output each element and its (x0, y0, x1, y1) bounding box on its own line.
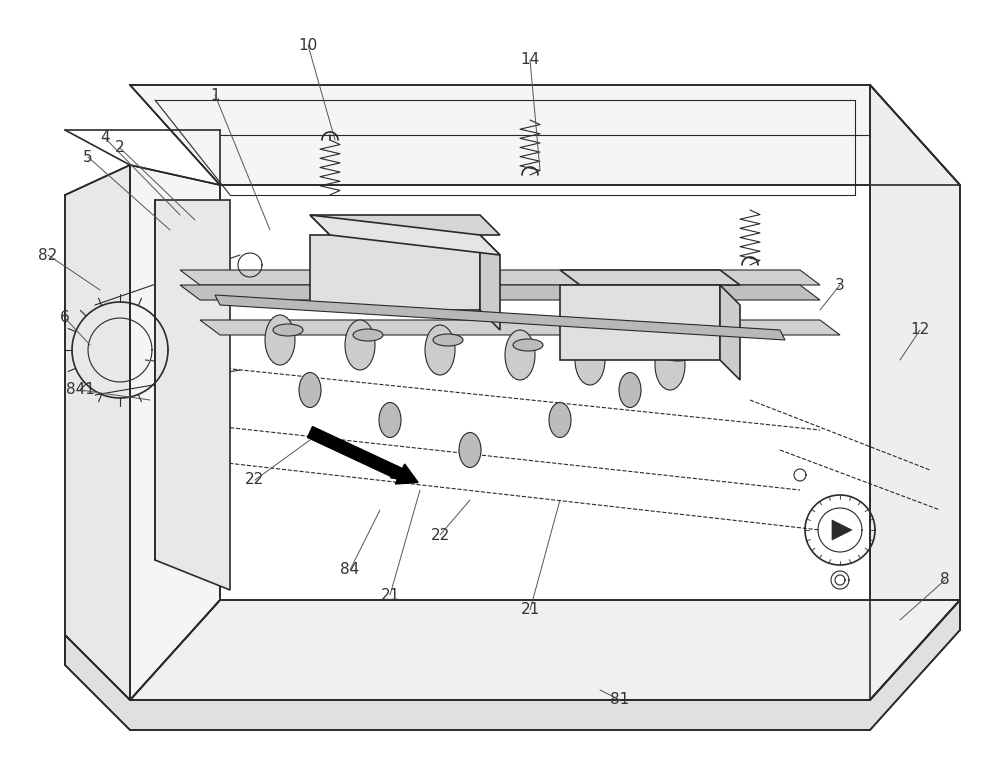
Text: 1: 1 (210, 88, 220, 102)
Text: 8: 8 (940, 573, 950, 587)
Text: 14: 14 (520, 53, 540, 67)
Text: 22: 22 (430, 528, 450, 542)
Ellipse shape (273, 324, 303, 336)
Polygon shape (310, 215, 500, 235)
Ellipse shape (459, 432, 481, 467)
Ellipse shape (345, 320, 375, 370)
Ellipse shape (425, 325, 455, 375)
Text: 5: 5 (83, 150, 93, 164)
Polygon shape (130, 165, 220, 700)
Polygon shape (200, 320, 840, 335)
Polygon shape (310, 215, 500, 255)
Polygon shape (560, 270, 740, 285)
Polygon shape (180, 270, 820, 285)
Text: 841: 841 (66, 383, 94, 398)
Ellipse shape (379, 402, 401, 438)
Text: 12: 12 (910, 322, 930, 337)
Polygon shape (155, 200, 230, 590)
Polygon shape (560, 285, 720, 360)
Ellipse shape (619, 373, 641, 408)
Ellipse shape (583, 344, 613, 356)
Text: 10: 10 (298, 37, 318, 53)
Polygon shape (130, 600, 960, 700)
Polygon shape (215, 295, 785, 340)
Text: 22: 22 (245, 473, 265, 487)
Text: 6: 6 (60, 311, 70, 326)
Polygon shape (65, 600, 960, 730)
Polygon shape (65, 165, 130, 700)
Ellipse shape (663, 349, 693, 361)
Text: 82: 82 (38, 247, 58, 263)
FancyArrow shape (307, 426, 418, 484)
Ellipse shape (265, 315, 295, 365)
Ellipse shape (505, 330, 535, 380)
Polygon shape (480, 235, 500, 330)
Ellipse shape (299, 373, 321, 408)
Text: 84: 84 (340, 563, 360, 577)
Text: 4: 4 (100, 130, 110, 146)
Ellipse shape (433, 334, 463, 346)
Polygon shape (832, 520, 852, 540)
Text: 2: 2 (115, 140, 125, 156)
Text: 21: 21 (380, 587, 400, 602)
Polygon shape (310, 235, 480, 310)
Polygon shape (130, 85, 960, 185)
Ellipse shape (549, 402, 571, 438)
Polygon shape (870, 85, 960, 700)
Polygon shape (180, 285, 820, 300)
Text: 81: 81 (610, 693, 630, 708)
Ellipse shape (655, 340, 685, 390)
Polygon shape (720, 285, 740, 380)
Text: 3: 3 (835, 277, 845, 292)
Ellipse shape (575, 335, 605, 385)
Ellipse shape (513, 339, 543, 351)
Text: 21: 21 (520, 602, 540, 618)
Ellipse shape (353, 329, 383, 341)
